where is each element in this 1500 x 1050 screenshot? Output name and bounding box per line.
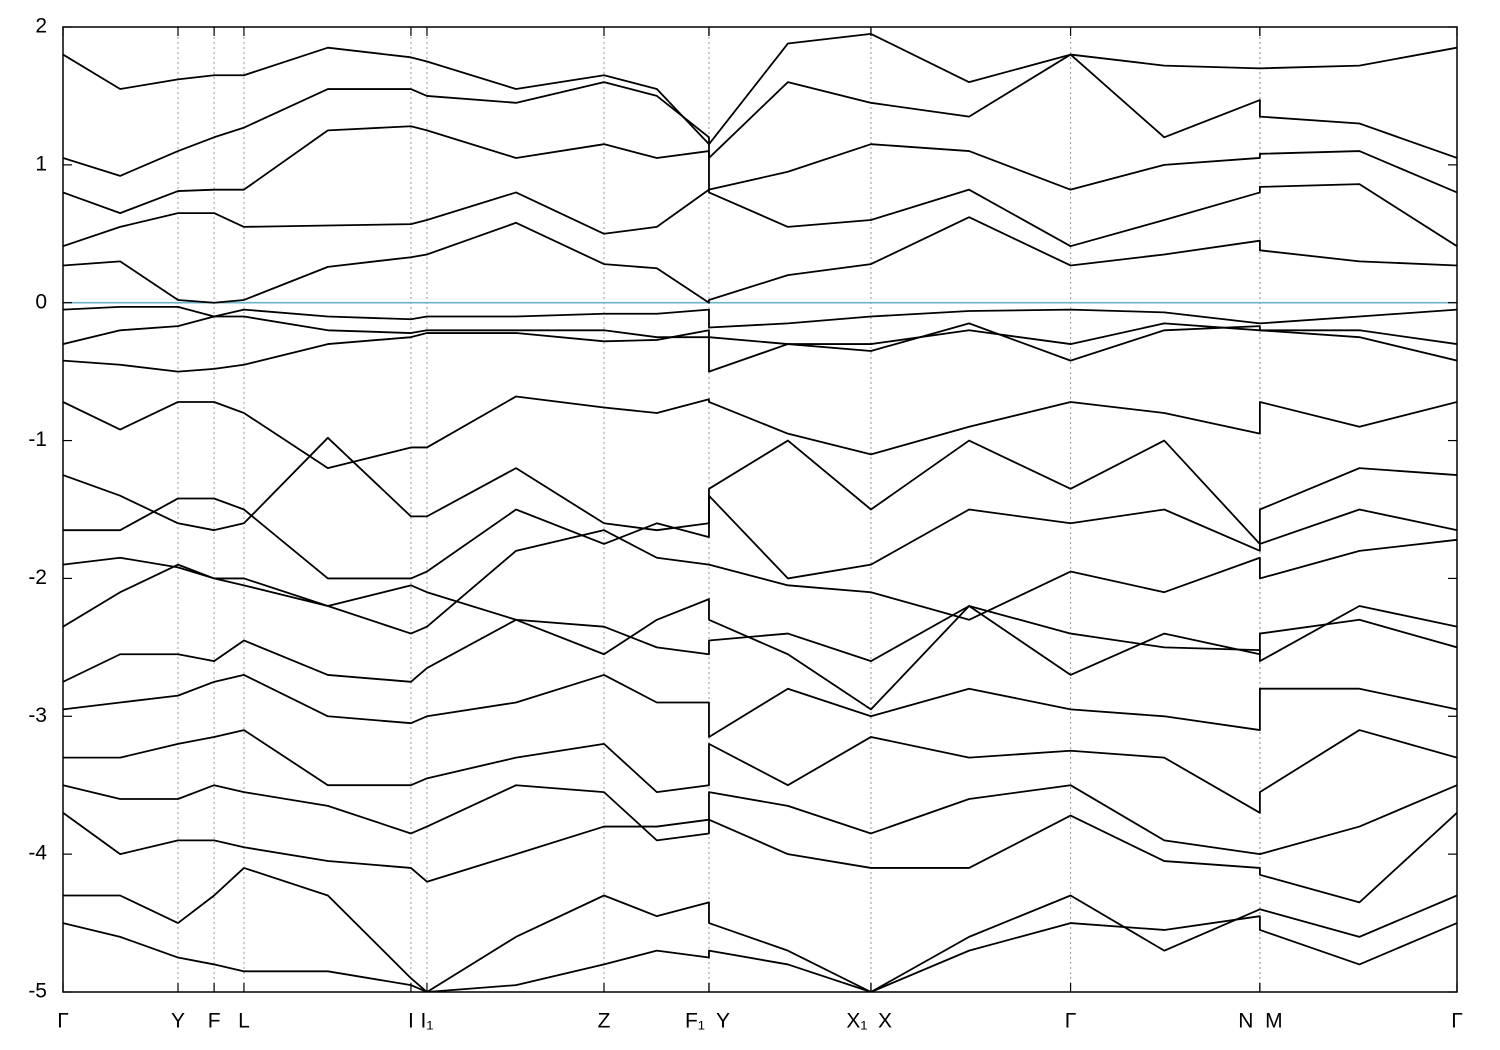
x-tick-label: X xyxy=(878,1010,892,1033)
band-line xyxy=(63,395,1457,470)
band-line xyxy=(63,867,1457,992)
x-tick-label: F₁ xyxy=(685,1010,705,1033)
band-line xyxy=(63,729,1457,814)
x-tick-label: I xyxy=(408,1010,414,1033)
band-line xyxy=(63,315,1457,345)
x-tick-label: Y xyxy=(716,1010,730,1033)
band-line xyxy=(63,436,1457,545)
band-line xyxy=(63,216,1457,304)
band-line xyxy=(63,183,1457,248)
x-tick-label: Y xyxy=(171,1010,185,1033)
y-tick-label: 0 xyxy=(35,290,47,313)
plot-frame xyxy=(62,26,1458,993)
y-tick-label: -1 xyxy=(28,428,47,451)
x-tick-label: F xyxy=(208,1010,221,1033)
y-tick-label: -2 xyxy=(28,566,47,589)
band-line xyxy=(63,563,1457,663)
band-line xyxy=(63,305,1457,329)
band-line xyxy=(63,125,1457,215)
y-tick-label: 1 xyxy=(35,152,47,175)
band-line xyxy=(63,529,1457,635)
y-tick-label: -3 xyxy=(28,704,47,727)
band-line xyxy=(63,494,1457,580)
x-tick-label: Γ xyxy=(1065,1010,1077,1033)
x-tick-label: Z xyxy=(598,1010,611,1033)
band-line xyxy=(63,598,1457,711)
band-line xyxy=(63,915,1457,992)
axes-layer: 210-1-2-3-4-5Γ Y F L I I₁ Z F₁ Y X₁ X Γ N M Γ xyxy=(28,15,1462,1033)
band-line xyxy=(63,322,1457,373)
x-tick-label: Γ xyxy=(57,1010,69,1033)
x-tick-label: X₁ xyxy=(846,1010,867,1033)
x-tick-label: M xyxy=(1265,1010,1283,1033)
band-line xyxy=(63,32,1457,146)
y-tick-label: -5 xyxy=(28,980,47,1003)
band-line xyxy=(63,674,1457,738)
x-tick-label: Γ xyxy=(1451,1010,1463,1033)
band-line xyxy=(63,812,1457,904)
bands-layer xyxy=(63,32,1457,992)
y-tick-label: 2 xyxy=(35,15,47,38)
x-tick-label: L xyxy=(238,1010,250,1033)
band-line xyxy=(63,784,1457,856)
x-tick-label: N xyxy=(1238,1010,1253,1033)
y-tick-label: -4 xyxy=(28,842,47,865)
x-tick-label: I₁ xyxy=(421,1010,434,1033)
